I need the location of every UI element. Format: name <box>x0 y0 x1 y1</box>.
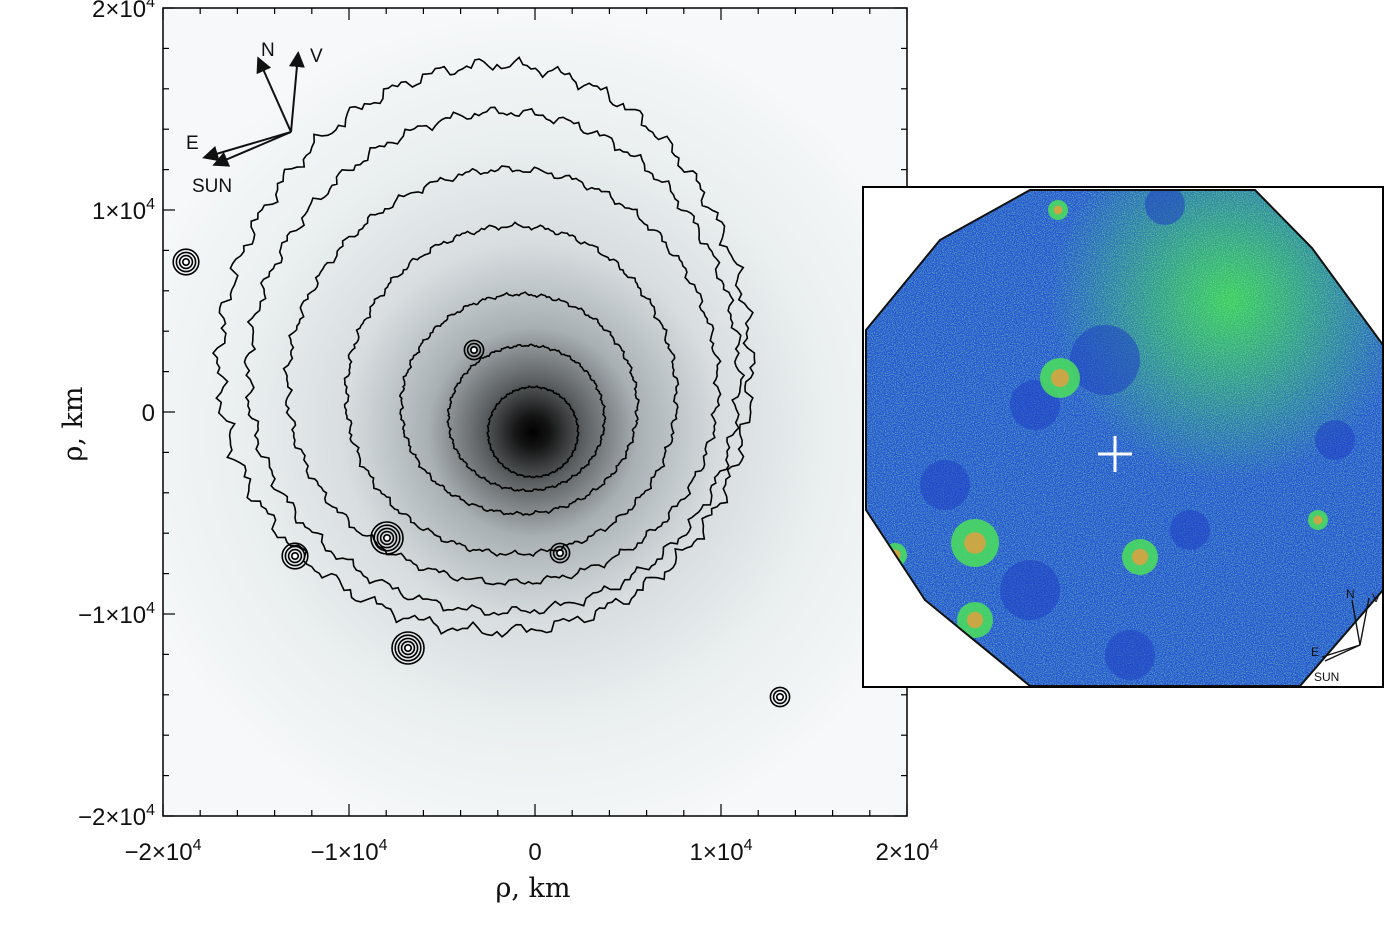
star-ring <box>466 342 482 358</box>
inset-octagon-outline <box>865 189 1384 687</box>
isophote-contours <box>211 56 756 638</box>
star-ring <box>373 524 401 552</box>
y-tick-label: 2×104 <box>92 0 155 23</box>
compass-velocity-label: V <box>310 46 323 67</box>
inset-noise <box>866 190 1383 686</box>
x-tick-label: −1×104 <box>311 837 388 866</box>
inset-residual-core <box>1131 548 1149 566</box>
inset-residual-core <box>1053 205 1063 215</box>
y-tick-labels: 2×104 1×104 0 −1×104 −2×104 <box>78 0 155 831</box>
inset-frame <box>862 186 1384 688</box>
inset-dark-patch <box>1315 420 1355 460</box>
sun-arrow-icon <box>212 131 292 167</box>
y-tick-label: 1×104 <box>92 196 155 225</box>
north-arrow-icon <box>256 56 292 133</box>
star-ring <box>463 339 485 361</box>
compass-north-label: N <box>261 40 275 61</box>
star-core <box>472 348 476 352</box>
orientation-compass <box>202 51 305 167</box>
nucleus-cross-icon <box>1098 436 1132 472</box>
inset-compass <box>1321 597 1370 662</box>
inset-residual-core <box>1051 369 1069 387</box>
y-tick-label: −1×104 <box>78 600 155 629</box>
contour-line <box>486 385 580 479</box>
contour-line <box>343 221 680 558</box>
inset-residual-core <box>966 611 984 629</box>
star-ring <box>182 257 191 266</box>
star-ring <box>178 254 194 270</box>
y-tick-label: −2×104 <box>78 802 155 831</box>
star-ring <box>376 527 398 549</box>
star-ring <box>394 634 422 662</box>
star-ring <box>175 251 197 273</box>
contour-line <box>211 56 756 638</box>
star-ring <box>391 631 425 665</box>
star-ring <box>403 643 412 652</box>
x-tick-label: 1×104 <box>690 837 753 866</box>
x-axis-title: ρ, km <box>495 873 570 904</box>
star-ring <box>172 248 200 276</box>
x-tick-label: 2×104 <box>876 837 939 866</box>
contour-line <box>398 291 640 517</box>
inset-compass-sun-label: SUN <box>1314 670 1339 684</box>
inset-dark-patch <box>1000 560 1060 620</box>
star-core <box>778 695 782 699</box>
coma-contour-panel: −2×104 −1×104 0 1×104 2×104 2×104 1×104 0 −1×10… <box>58 0 939 904</box>
inset-dark-patch <box>1105 630 1155 680</box>
inset-velocity-arrow-icon <box>1359 597 1370 646</box>
x-tick-labels: −2×104 −1×104 0 1×104 2×104 <box>125 837 939 866</box>
star-ring <box>775 692 784 701</box>
star-ring <box>400 640 416 656</box>
inset-north-arrow-icon <box>1351 599 1361 646</box>
inset-residual-core <box>964 532 986 554</box>
star-core <box>293 554 297 558</box>
contour-line <box>282 165 722 586</box>
star-ring <box>290 551 299 560</box>
compass-east-label: E <box>186 133 199 154</box>
inset-star-residuals <box>883 190 1355 680</box>
inset-compass-north-label: N <box>1346 587 1355 601</box>
compass-sun-label: SUN <box>192 176 232 197</box>
contour-line <box>243 106 746 616</box>
star-ring <box>379 530 395 546</box>
star-ring <box>769 686 791 708</box>
star-ring <box>370 521 404 555</box>
inset-residual-core <box>1313 515 1323 525</box>
star-ring <box>287 548 303 564</box>
star-ring <box>281 542 309 570</box>
star-ring <box>382 533 391 542</box>
background-stars <box>172 248 791 708</box>
star-ring <box>284 545 306 567</box>
contour-line <box>446 343 607 493</box>
inset-dark-patch <box>920 460 970 510</box>
star-ring <box>397 637 419 659</box>
inset-dark-patch <box>1170 510 1210 550</box>
inset-compass-east-label: E <box>1311 645 1319 659</box>
x-tick-label: 0 <box>528 839 541 866</box>
star-ring <box>552 545 568 561</box>
coma-image <box>163 8 907 816</box>
inset-east-arrow-icon <box>1321 644 1361 658</box>
star-ring <box>549 542 571 564</box>
star-core <box>406 646 410 650</box>
velocity-arrow-icon <box>288 51 305 133</box>
star-core <box>558 551 562 555</box>
star-core <box>184 260 188 264</box>
inset-dark-patch <box>1070 325 1140 395</box>
x-tick-label: −2×104 <box>125 837 202 866</box>
inset-compass-velocity-label: V <box>1372 591 1380 605</box>
star-ring <box>469 345 478 354</box>
star-ring <box>555 548 564 557</box>
y-tick-label: 0 <box>142 400 155 427</box>
star-core <box>385 536 389 540</box>
inset-color-image: N V E SUN <box>862 186 1384 688</box>
star-ring <box>772 689 788 705</box>
y-axis-title: ρ, km <box>58 386 89 461</box>
inset-dark-patch <box>1145 190 1185 225</box>
inset-sun-arrow-icon <box>1324 644 1361 662</box>
